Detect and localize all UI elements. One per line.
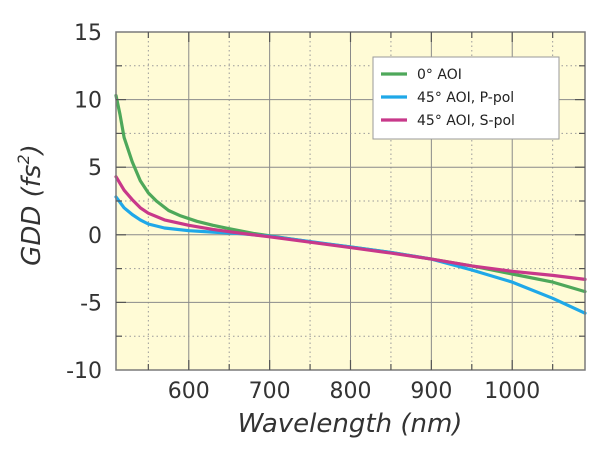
y-axis-title-close: ): [17, 144, 47, 156]
y-axis-title-main: GDD (fs: [17, 165, 47, 266]
y-tick-label: 5: [88, 156, 102, 181]
x-tick-label: 800: [330, 379, 372, 404]
y-tick-label: 0: [88, 224, 102, 249]
grid-lines: [116, 32, 585, 370]
x-axis-title: Wavelength (nm): [238, 409, 463, 439]
legend-label: 45° AOI, P-pol: [417, 90, 514, 106]
x-tick-label: 600: [168, 379, 210, 404]
y-axis-title-superscript: 2: [14, 154, 33, 164]
legend-label: 45° AOI, S-pol: [417, 113, 515, 129]
y-tick-label: -10: [66, 359, 102, 384]
legend-label: 0° AOI: [417, 67, 462, 83]
y-tick-label: 15: [74, 21, 102, 46]
y-tick-label: -5: [80, 291, 102, 316]
x-tick-label: 900: [410, 379, 452, 404]
y-axis-title: GDD (fs2): [14, 144, 47, 266]
x-tick-label: 1000: [484, 379, 540, 404]
x-tick-label: 700: [249, 379, 291, 404]
series-lines: [114, 93, 587, 315]
series-line-3: [114, 175, 587, 281]
y-tick-label: 10: [74, 89, 102, 114]
legend: 0° AOI 45° AOI, P-pol 45° AOI, S-pol: [372, 56, 560, 140]
axis-ticks: 600 700 800 900 1000 15 10 5 0 -5 -10: [66, 21, 585, 404]
